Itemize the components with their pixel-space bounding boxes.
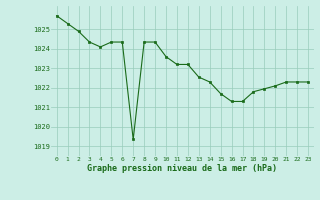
- X-axis label: Graphe pression niveau de la mer (hPa): Graphe pression niveau de la mer (hPa): [87, 164, 277, 173]
